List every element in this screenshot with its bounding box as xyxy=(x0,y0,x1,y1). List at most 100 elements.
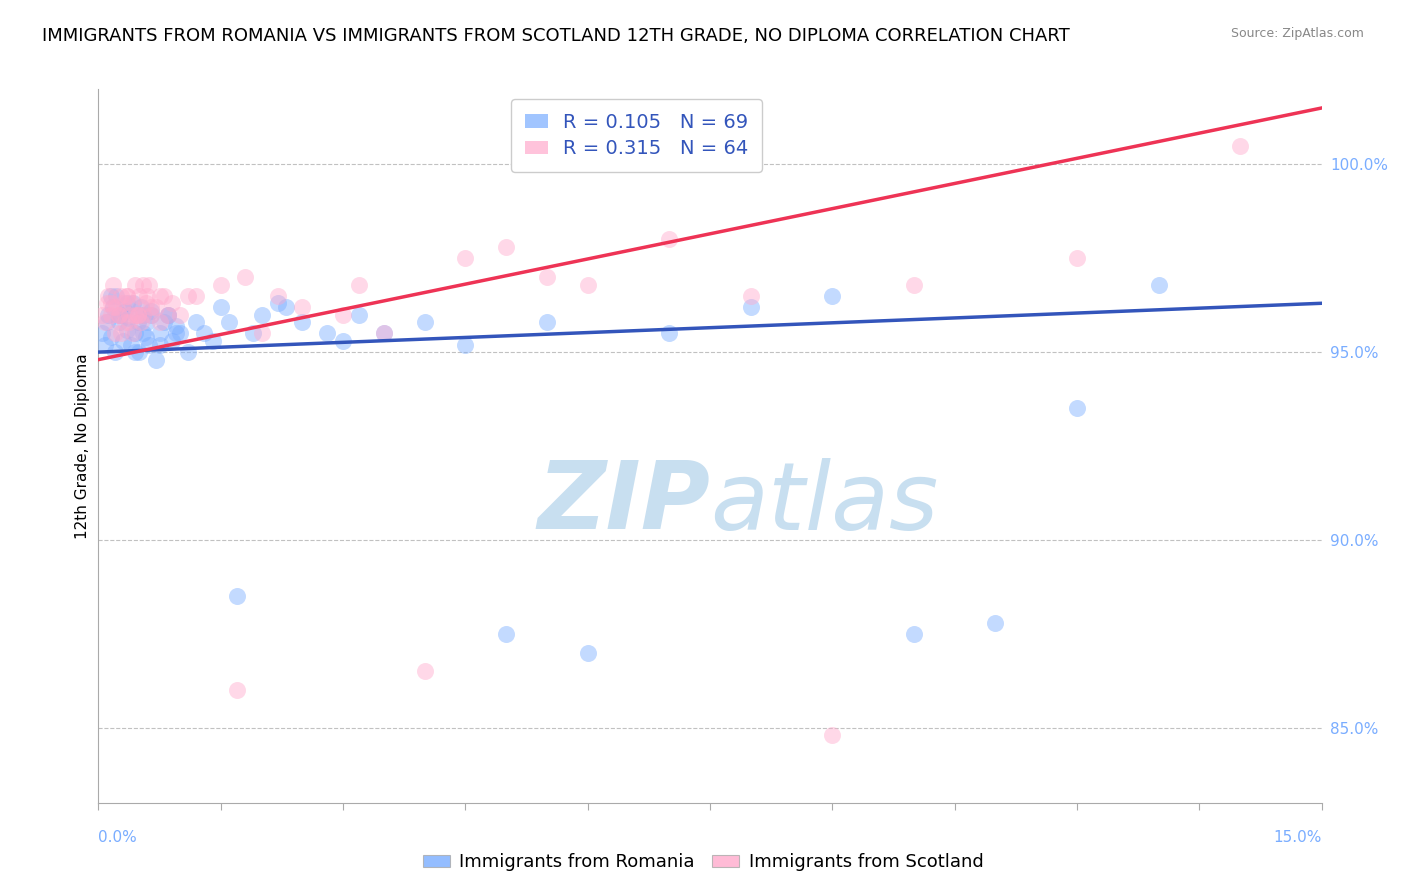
Point xyxy=(226,589,249,603)
Point xyxy=(141,303,163,318)
Point xyxy=(110,326,132,341)
Point xyxy=(413,315,436,329)
Point xyxy=(124,277,146,292)
Point xyxy=(94,315,117,329)
Point xyxy=(454,337,477,351)
Point xyxy=(250,308,273,322)
Point xyxy=(156,308,179,322)
Point xyxy=(218,315,240,329)
Point xyxy=(100,296,122,310)
Point xyxy=(118,311,141,326)
Point xyxy=(115,296,138,310)
Point xyxy=(821,289,844,303)
Point xyxy=(115,289,138,303)
Point xyxy=(349,308,371,322)
Point xyxy=(740,289,762,303)
Point xyxy=(114,303,136,318)
Text: IMMIGRANTS FROM ROMANIA VS IMMIGRANTS FROM SCOTLAND 12TH GRADE, NO DIPLOMA CORRE: IMMIGRANTS FROM ROMANIA VS IMMIGRANTS FR… xyxy=(42,27,1070,45)
Point xyxy=(141,308,163,322)
Point xyxy=(111,334,134,348)
Point xyxy=(127,308,149,322)
Point xyxy=(160,296,183,310)
Point xyxy=(169,326,191,341)
Point xyxy=(576,277,599,292)
Point xyxy=(110,289,132,303)
Point xyxy=(274,300,297,314)
Point xyxy=(209,277,232,292)
Point xyxy=(413,665,436,679)
Point xyxy=(132,308,155,322)
Point xyxy=(152,289,174,303)
Point xyxy=(226,683,249,698)
Point xyxy=(1147,277,1170,292)
Point xyxy=(129,315,152,329)
Point xyxy=(250,326,273,341)
Point xyxy=(495,240,517,254)
Point xyxy=(100,289,122,303)
Point xyxy=(108,315,131,329)
Point xyxy=(101,277,124,292)
Point xyxy=(138,277,160,292)
Point xyxy=(177,345,200,359)
Point xyxy=(658,232,681,246)
Point xyxy=(108,308,131,322)
Point xyxy=(115,322,138,336)
Point xyxy=(105,300,128,314)
Point xyxy=(127,315,149,329)
Point xyxy=(821,728,844,742)
Point xyxy=(145,352,167,367)
Point xyxy=(576,646,599,660)
Point xyxy=(152,315,174,329)
Point xyxy=(124,326,146,341)
Point xyxy=(1066,401,1088,416)
Point xyxy=(101,300,124,314)
Point xyxy=(495,627,517,641)
Point xyxy=(127,308,149,322)
Point xyxy=(108,308,131,322)
Point xyxy=(1229,138,1251,153)
Point xyxy=(94,337,117,351)
Text: ZIP: ZIP xyxy=(537,457,710,549)
Point xyxy=(156,308,179,322)
Point xyxy=(903,277,925,292)
Legend: Immigrants from Romania, Immigrants from Scotland: Immigrants from Romania, Immigrants from… xyxy=(416,847,990,879)
Point xyxy=(349,277,371,292)
Point xyxy=(138,337,160,351)
Point xyxy=(132,277,155,292)
Point xyxy=(118,308,141,322)
Point xyxy=(97,308,120,322)
Point xyxy=(135,330,157,344)
Point xyxy=(291,315,314,329)
Point xyxy=(291,300,314,314)
Point xyxy=(141,300,163,314)
Point xyxy=(1066,251,1088,265)
Point xyxy=(209,300,232,314)
Point xyxy=(658,326,681,341)
Point xyxy=(315,326,337,341)
Point xyxy=(128,289,150,303)
Text: 15.0%: 15.0% xyxy=(1274,830,1322,845)
Point xyxy=(120,337,142,351)
Point xyxy=(373,326,395,341)
Point xyxy=(135,296,157,310)
Point xyxy=(124,308,146,322)
Point xyxy=(132,308,155,322)
Point xyxy=(128,345,150,359)
Point xyxy=(165,326,187,341)
Point xyxy=(111,296,134,310)
Point xyxy=(136,315,159,329)
Point xyxy=(373,326,395,341)
Point xyxy=(149,289,172,303)
Point xyxy=(104,345,127,359)
Point xyxy=(97,289,120,303)
Point xyxy=(242,326,264,341)
Text: 0.0%: 0.0% xyxy=(98,830,138,845)
Point xyxy=(100,308,122,322)
Point xyxy=(536,270,558,285)
Point xyxy=(454,251,477,265)
Point xyxy=(149,326,172,341)
Point xyxy=(141,308,163,322)
Point xyxy=(121,296,143,310)
Point xyxy=(115,289,138,303)
Point xyxy=(332,334,354,348)
